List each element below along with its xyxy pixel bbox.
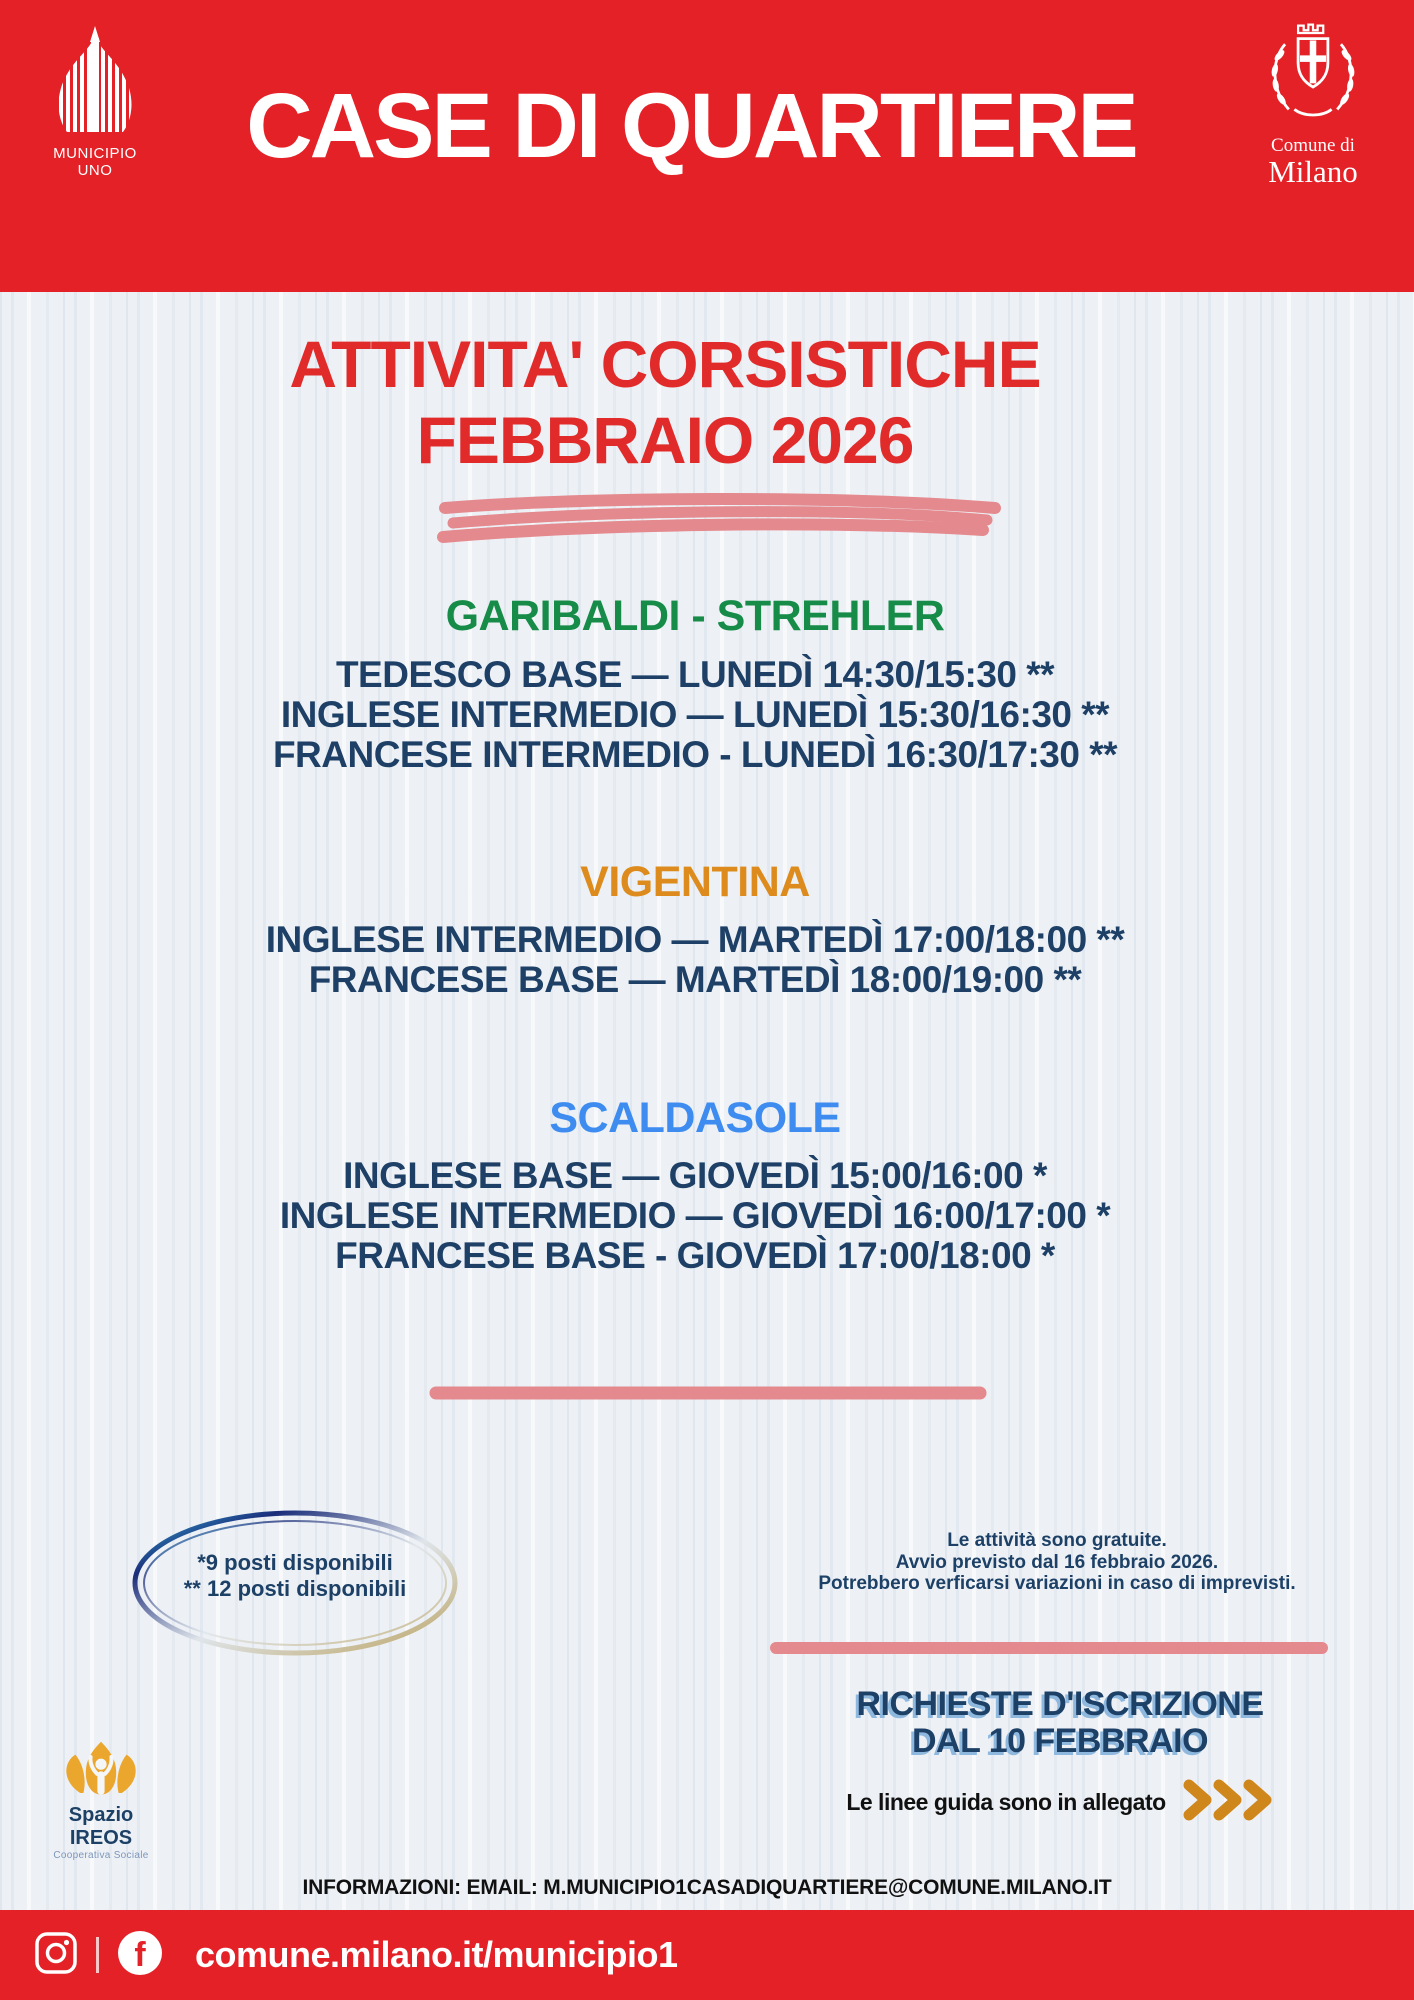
section-title-garibaldi-strehler: GARIBALDI - STREHLER <box>445 592 945 640</box>
course-list-vigentina: INGLESE INTERMEDIO — MARTEDÌ 17:00/18:00… <box>0 920 1390 1000</box>
milano-crest-icon <box>1257 23 1369 132</box>
facebook-icon[interactable]: f <box>117 1930 163 1981</box>
course-line: FRANCESE BASE — MARTEDÌ 18:00/19:00 ** <box>308 959 1082 1000</box>
notes-line2: Avvio previsto dal 16 febbraio 2026. <box>895 1551 1219 1573</box>
instagram-icon[interactable] <box>34 1931 78 1980</box>
course-list-garibaldi: TEDESCO BASE — LUNEDÌ 14:30/15:30 ** ING… <box>0 655 1390 775</box>
activity-notes: Le attività sono gratuite. Avvio previst… <box>737 1530 1377 1595</box>
enrollment-subtitle: Le linee guida sono in allegato <box>846 1789 1166 1815</box>
course-line: TEDESCO BASE — LUNEDÌ 14:30/15:30 ** <box>335 654 1055 695</box>
course-line: INGLESE INTERMEDIO — GIOVEDÌ 16:00/17:00… <box>279 1195 1111 1236</box>
milano-label: Milano <box>1268 154 1358 189</box>
availability-oval-frame <box>128 1506 462 1660</box>
ireos-name: Spazio IREOS <box>68 1804 134 1849</box>
availability-note: *9 posti disponibili ** 12 posti disponi… <box>128 1550 462 1602</box>
enrollment-title-line1: RICHIESTE D'ISCRIZIONE <box>856 1685 1264 1723</box>
poster-title: ATTIVITA' CORSISTICHE FEBBRAIO 2026 <box>0 326 1330 478</box>
comune-di-label: Comune di <box>1271 135 1355 156</box>
notes-line1: Le attività sono gratuite. <box>947 1530 1167 1551</box>
header-band: MUNICIPIO UNO CASE DI QUARTIERE <box>0 0 1414 292</box>
brush-divider <box>428 1382 988 1404</box>
footer-url[interactable]: comune.milano.it/municipio1 <box>195 1934 678 1975</box>
title-underline-scribble <box>435 492 1005 546</box>
municipio-uno-label: MUNICIPIO UNO <box>53 145 137 179</box>
ireos-emblem-icon <box>53 1741 149 1802</box>
section-title-scaldasole: SCALDASOLE <box>549 1094 841 1142</box>
svg-text:f: f <box>134 1936 146 1974</box>
poster-brand-title: CASE DI QUARTIERE <box>246 75 1139 177</box>
enrollment-block: RICHIESTE D'ISCRIZIONE DAL 10 FEBBRAIO L… <box>740 1686 1380 1827</box>
poster-title-line2: FEBBRAIO 2026 <box>416 403 915 477</box>
course-line: FRANCESE BASE - GIOVEDÌ 17:00/18:00 * <box>335 1235 1055 1276</box>
chevrons-right-icon <box>1182 1778 1274 1827</box>
course-line: INGLESE INTERMEDIO — MARTEDÌ 17:00/18:00… <box>265 919 1125 960</box>
course-line: FRANCESE INTERMEDIO - LUNEDÌ 16:30/17:30… <box>272 734 1118 775</box>
contact-info-line: INFORMAZIONI: EMAIL: M.MUNICIPIO1CASADIQ… <box>302 1876 1112 1899</box>
ireos-subtitle: Cooperativa Sociale <box>53 1850 149 1861</box>
course-line: INGLESE BASE — GIOVEDÌ 15:00/16:00 * <box>343 1155 1047 1196</box>
course-list-scaldasole: INGLESE BASE — GIOVEDÌ 15:00/16:00 * ING… <box>0 1156 1390 1276</box>
enrollment-title-line2: DAL 10 FEBBRAIO <box>911 1722 1209 1760</box>
enrollment-title: RICHIESTE D'ISCRIZIONE DAL 10 FEBBRAIO <box>740 1686 1380 1760</box>
section-title-vigentina: VIGENTINA <box>580 858 810 906</box>
dome-icon <box>45 26 145 142</box>
municipio-uno-logo: MUNICIPIO UNO <box>40 26 150 179</box>
brush-divider <box>768 1638 1330 1658</box>
footer-separator <box>96 1937 99 1973</box>
notes-line3: Potrebbero verficarsi variazioni in caso… <box>818 1573 1296 1594</box>
availability-line1: *9 posti disponibili <box>197 1550 393 1575</box>
comune-milano-logo: Comune di Milano <box>1248 20 1378 187</box>
poster-title-line1: ATTIVITA' CORSISTICHE <box>289 327 1041 401</box>
availability-line2: ** 12 posti disponibili <box>183 1576 407 1601</box>
footer-band: f comune.milano.it/municipio1 <box>0 1910 1414 2000</box>
spazio-ireos-logo: Spazio IREOS Cooperativa Sociale <box>36 1740 166 1861</box>
course-line: INGLESE INTERMEDIO — LUNEDÌ 15:30/16:30 … <box>280 694 1110 735</box>
